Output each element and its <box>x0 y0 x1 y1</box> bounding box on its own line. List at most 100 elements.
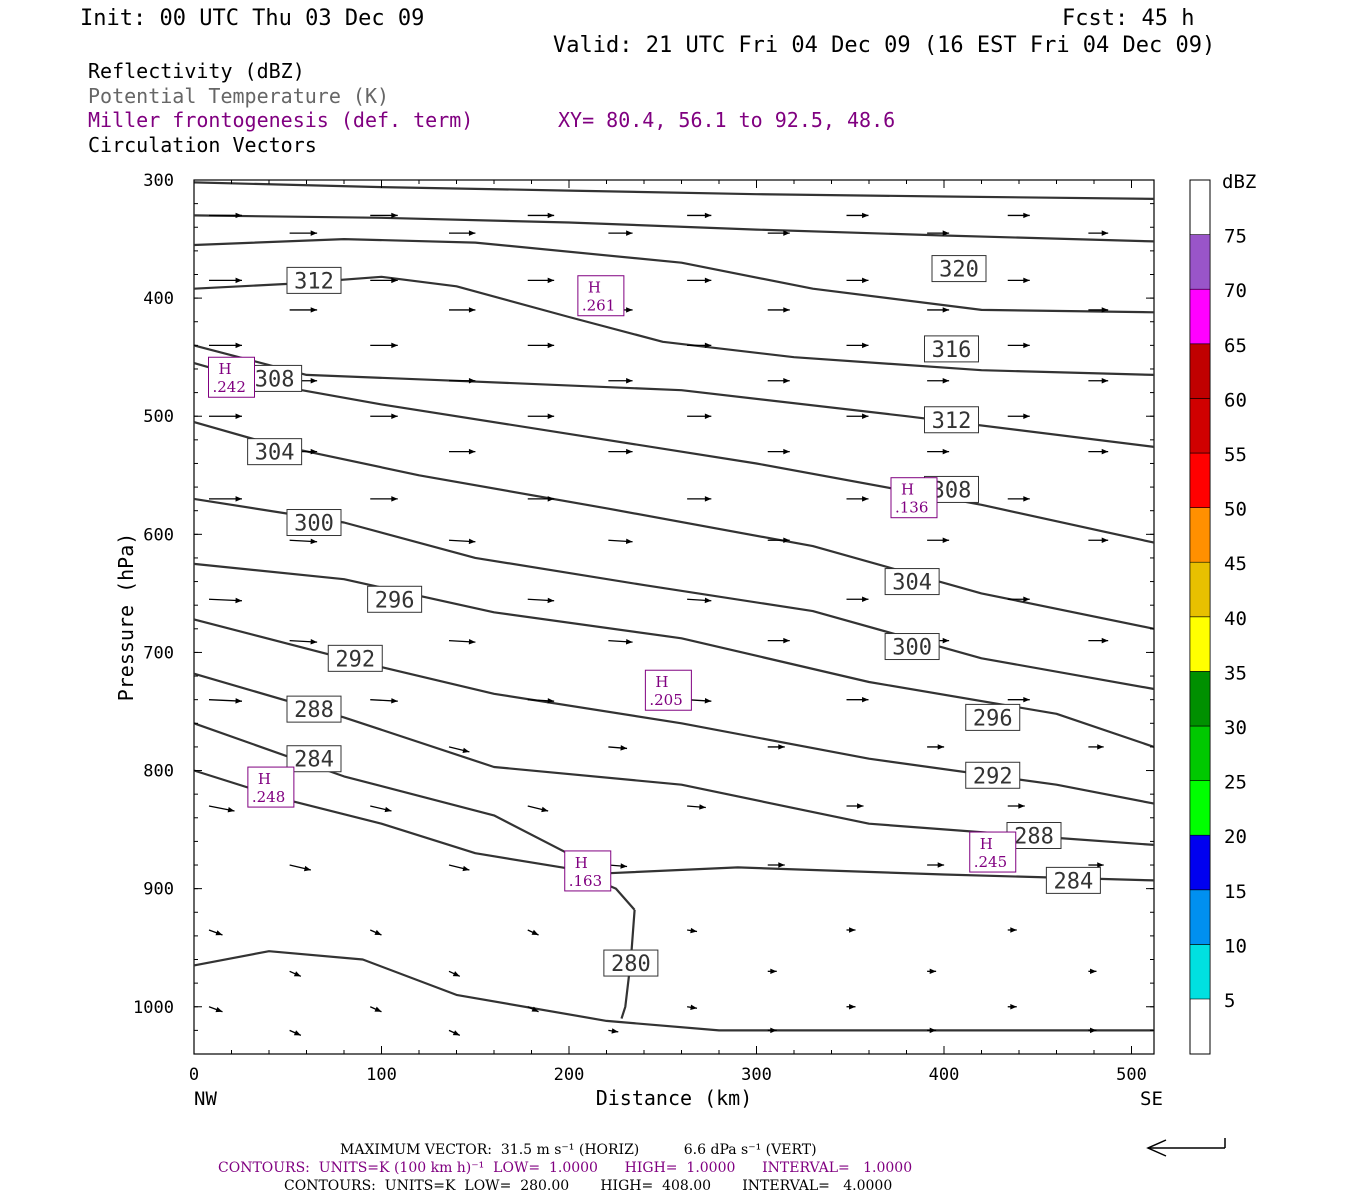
circulation-vector-head <box>1097 744 1104 750</box>
circulation-vector-head <box>937 744 945 750</box>
y-tick-label: 300 <box>143 171 174 191</box>
init-time: Init: 00 UTC Thu 03 Dec 09 <box>80 6 424 31</box>
x-axis-left-end: NW <box>194 1088 217 1110</box>
frontogenesis-max-letter: H <box>655 673 668 691</box>
theta-contour-line <box>193 497 1155 691</box>
theta-label: 284 <box>1054 869 1094 894</box>
circulation-vector-head <box>942 637 950 644</box>
circulation-vector-head <box>1023 496 1030 502</box>
circulation-vector-head <box>310 639 318 645</box>
theta-label-box <box>327 644 383 672</box>
circulation-vector-head <box>1097 862 1104 868</box>
circulation-vector-head <box>1023 342 1030 349</box>
circulation-vector-head <box>1101 537 1109 543</box>
circulation-vector-head <box>862 596 869 603</box>
theta-label-box <box>931 255 987 283</box>
frontogenesis-max-box <box>247 766 295 808</box>
frontogenesis-max-letter: H <box>575 854 588 872</box>
circulation-vector-head <box>391 413 398 419</box>
colorbar-tick-label: 75 <box>1224 226 1247 248</box>
field-circulation-vectors: Circulation Vectors <box>88 133 317 157</box>
frontogenesis-max-letter: H <box>588 279 601 297</box>
colorbar-tick-label: 30 <box>1224 717 1247 739</box>
circulation-vector-head <box>862 413 869 419</box>
circulation-vector-head <box>1101 448 1109 455</box>
circulation-vector-head <box>303 865 311 872</box>
colorbar-tick-label: 55 <box>1224 444 1247 466</box>
circulation-vector-head <box>547 212 555 219</box>
circulation-vector-head <box>391 698 398 704</box>
circulation-vector-head <box>625 639 633 645</box>
circulation-vector-head <box>547 597 555 604</box>
frontogenesis-max-value: .248 <box>252 788 285 806</box>
circulation-vector-head <box>1023 696 1030 703</box>
circulation-vector-head <box>937 862 945 868</box>
circulation-vector-head <box>770 968 777 975</box>
colorbar-swatch <box>1189 889 1211 945</box>
y-tick-label: 700 <box>143 643 174 663</box>
theta-label: 292 <box>335 647 375 672</box>
circulation-vector-head <box>384 806 392 813</box>
colorbar-swatch <box>1189 343 1211 399</box>
theta-label: 308 <box>255 367 295 392</box>
theta-label: 280 <box>611 952 651 977</box>
circulation-vector-head <box>1018 803 1025 809</box>
circulation-vector-head <box>293 971 301 977</box>
colorbar-label: dBZ <box>1222 171 1256 193</box>
circulation-vector-head <box>531 929 539 935</box>
circulation-vector-head <box>1023 277 1030 284</box>
circulation-vector-head <box>1101 637 1109 644</box>
theta-label: 292 <box>973 764 1013 789</box>
circulation-vector-head <box>1101 307 1109 313</box>
theta-label: 288 <box>1014 825 1054 850</box>
circulation-vector-head <box>929 1027 937 1034</box>
y-axis-label: Pressure (hPa) <box>114 533 138 702</box>
colorbar-tick-label: 15 <box>1224 881 1247 903</box>
circulation-vector-head <box>235 413 242 419</box>
circulation-vector-head <box>310 378 318 384</box>
colorbar-tick-label: 35 <box>1224 662 1247 684</box>
circulation-vector-head <box>626 378 633 384</box>
theta-contour-info: CONTOURS: UNITS=K LOW= 280.00 HIGH= 408.… <box>284 1178 892 1194</box>
circulation-vector-head <box>468 378 476 384</box>
theta-contour-line <box>193 950 1154 1032</box>
circulation-vector-head <box>626 230 633 236</box>
frontogenesis-max-value: .242 <box>213 378 246 396</box>
circulation-vector-head <box>462 747 470 754</box>
circulation-vector-head <box>391 277 398 284</box>
theta-label-box <box>965 703 1021 731</box>
theta-label-box <box>367 585 423 613</box>
y-tick-label: 800 <box>143 762 174 782</box>
circulation-vector-head <box>547 698 555 704</box>
theta-contour-line <box>193 181 1155 200</box>
colorbar-tick-label: 10 <box>1224 935 1247 957</box>
circulation-vector-head <box>942 448 950 455</box>
axes: 0 100 200 300 400 500 300 400 500 600 700 800 900 100… <box>133 171 1154 1085</box>
y-tick-label: 900 <box>143 880 174 900</box>
circulation-vector-head <box>783 448 790 455</box>
colorbar-tick-label: 5 <box>1224 990 1235 1012</box>
circulation-vector-head <box>1023 212 1030 219</box>
circulation-vector-head <box>1010 1004 1017 1010</box>
frontogenesis-max-box <box>644 669 692 711</box>
theta-label-box <box>286 745 342 773</box>
circulation-vector-head <box>310 230 318 236</box>
theta-label-box <box>286 509 342 537</box>
circulation-vector-head <box>783 637 790 644</box>
circulation-vector-head <box>215 930 223 936</box>
theta-contour-line <box>193 562 1155 748</box>
circulation-vector-head <box>541 806 549 813</box>
y-tick-label: 400 <box>143 289 174 309</box>
circulation-vector-head <box>391 496 398 502</box>
colorbar-swatch <box>1189 398 1211 454</box>
x-tick-label: 400 <box>929 1065 960 1085</box>
circulation-vector-head <box>626 448 633 455</box>
circulation-vector-head <box>310 448 318 455</box>
x-tick-label: 300 <box>741 1065 772 1085</box>
theta-label-box <box>924 406 979 434</box>
circulation-vector-head <box>704 342 712 349</box>
circulation-vectors <box>208 212 1109 1036</box>
circulation-vector-head <box>704 496 712 502</box>
circulation-vector-head <box>293 1030 301 1036</box>
circulation-vector-head <box>452 971 460 977</box>
